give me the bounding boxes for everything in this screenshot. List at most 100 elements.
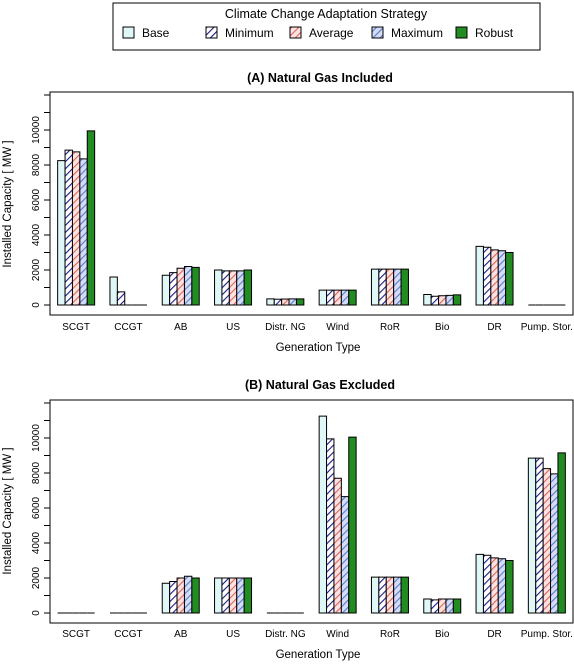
bar-b-robust [557, 452, 566, 614]
bar-b-maximum [340, 496, 350, 614]
bar-a-base [266, 298, 275, 306]
panel-a-ytick-label: 6000 [31, 188, 42, 211]
bar-b-base [370, 576, 380, 614]
bar-a-maximum [340, 289, 350, 306]
bar-b-maximum [445, 598, 454, 614]
bar-a-maximum [79, 158, 88, 306]
bar-a-robust [400, 268, 409, 306]
legend-swatch-robust [455, 26, 468, 39]
bar-a-minimum [326, 289, 335, 306]
legend-label-minimum: Minimum [225, 26, 274, 40]
bar-a-average [71, 151, 81, 306]
bar-a-average [228, 270, 238, 306]
bar-a-base [423, 294, 432, 306]
bar-b-maximum [550, 473, 559, 614]
bar-b-base [423, 598, 432, 614]
panel-b-ytick-label: 8000 [31, 461, 42, 484]
panel-b-ytick-label: 6000 [31, 496, 42, 519]
bar-a-minimum [221, 270, 230, 306]
panel-b: (B) Natural Gas Excluded 0 2000 4000 6000 80… [2, 378, 574, 661]
bar-a-average [490, 249, 499, 306]
panel-b-category-label: Wind [326, 629, 349, 640]
bar-b-average [333, 477, 342, 614]
legend-label-base: Base [142, 26, 170, 40]
bar-b-average [438, 598, 447, 614]
panel-b-plot-box [49, 399, 574, 624]
bar-b-robust [348, 436, 357, 614]
bar-b-minimum [221, 577, 230, 614]
bar-b-robust [452, 598, 462, 614]
bar-b-base [318, 415, 328, 614]
bar-a-base [475, 245, 484, 306]
bar-a-minimum [64, 149, 73, 306]
bar-a-minimum [169, 272, 178, 306]
panel-b-category-label: CCGT [114, 629, 142, 640]
panel-a-plot-box [49, 91, 574, 316]
panel-a-category-label: CCGT [114, 322, 142, 333]
bar-b-maximum [393, 576, 402, 614]
bar-b-average [228, 577, 238, 614]
bar-a-minimum [378, 268, 387, 306]
panel-b-ytick-label: 2000 [31, 566, 42, 589]
panel-a-category-label: Distr. NG [265, 322, 306, 333]
panel-a-category-label: AB [174, 322, 188, 333]
bar-a-robust [452, 294, 462, 306]
bar-b-minimum [326, 438, 335, 614]
panel-a-category-label: Wind [326, 322, 349, 333]
bar-a-average [281, 298, 290, 306]
bar-b-maximum [236, 577, 245, 614]
panel-b-xlabel: Generation Type [276, 649, 361, 661]
panel-b-category-label: Bio [435, 629, 450, 640]
panel-a-category-label: Bio [435, 322, 450, 333]
bar-a-average [438, 295, 447, 306]
bar-a-robust [295, 298, 305, 306]
bar-a-maximum [445, 294, 454, 306]
legend-label-robust: Robust [475, 26, 514, 40]
bar-b-base [161, 582, 171, 614]
bar-a-robust [505, 252, 514, 306]
legend-swatch-average [289, 26, 302, 39]
bar-b-base [527, 457, 537, 614]
bar-a-average [385, 268, 395, 306]
bar-a-maximum [393, 268, 402, 306]
panel-a-title: (A) Natural Gas Included [247, 71, 393, 85]
bar-a-minimum [482, 246, 492, 306]
panel-b-ylabel: Installed Capacity [ MW ] [2, 447, 14, 574]
panel-a-ytick-label: 0 [31, 302, 42, 308]
panel-a-category-label: SCGT [62, 322, 90, 333]
bar-b-maximum [183, 575, 193, 614]
panel-a-category-label: Pump. Stor. [521, 322, 573, 333]
panel-b-category-label: Distr. NG [265, 629, 306, 640]
bar-a-maximum [183, 266, 193, 306]
panel-b-ytick-label: 0 [31, 610, 42, 616]
bar-a-maximum [497, 250, 507, 306]
bar-a-minimum [430, 295, 440, 306]
panel-a-xlabel: Generation Type [276, 342, 361, 354]
panel-b-ytick-label: 4000 [31, 531, 42, 554]
bar-a-average [176, 267, 185, 306]
panel-a-ylabel: Installed Capacity [ MW ] [2, 140, 14, 267]
panel-a-ytick-label: 4000 [31, 223, 42, 246]
bar-b-average [490, 557, 499, 614]
panel-b-category-label: DR [487, 629, 501, 640]
bar-a-base [109, 276, 118, 306]
panel-b-title: (B) Natural Gas Excluded [245, 378, 395, 392]
bar-b-minimum [169, 581, 178, 614]
legend-swatch-base [122, 26, 135, 39]
bar-a-maximum [288, 298, 297, 306]
bar-a-maximum [236, 270, 245, 306]
bar-b-maximum [497, 558, 507, 614]
bar-a-robust [348, 289, 357, 306]
bar-a-minimum [116, 291, 126, 306]
bar-a-base [318, 289, 328, 306]
panel-a-category-label: US [226, 322, 240, 333]
legend: Climate Change Adaptation Strategy Base M… [112, 2, 541, 51]
bar-b-minimum [535, 457, 544, 614]
panel-b-category-label: AB [174, 629, 188, 640]
bar-a-base [57, 160, 66, 306]
bar-a-base [161, 274, 171, 306]
bar-a-robust [86, 130, 96, 306]
bar-a-base [370, 268, 380, 306]
bar-b-base [475, 553, 484, 614]
